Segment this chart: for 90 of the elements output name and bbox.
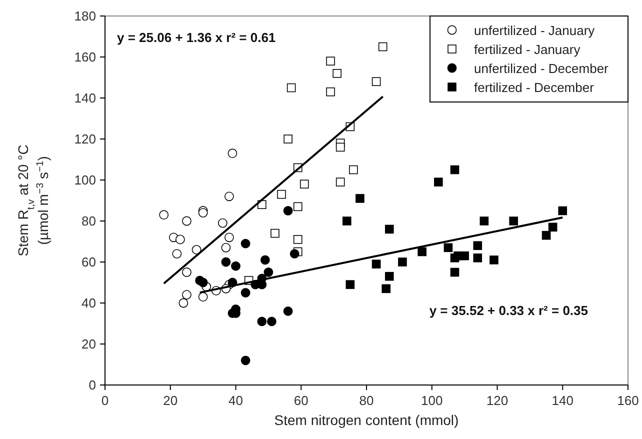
point — [182, 216, 192, 226]
point — [221, 257, 231, 267]
x-tick-label: 20 — [163, 393, 178, 408]
point — [224, 192, 234, 202]
x-tick-label: 80 — [359, 393, 374, 408]
point — [418, 247, 426, 256]
point — [300, 180, 309, 188]
legend-label: unfertilized - January — [474, 23, 596, 38]
point — [548, 222, 558, 232]
annotation: y = 35.52 + 0.33 x r² = 0.35 — [429, 303, 588, 318]
x-tick-label: 100 — [421, 393, 443, 408]
y-tick-label: 180 — [74, 8, 96, 24]
point — [182, 290, 192, 300]
y-tick-label: 60 — [82, 254, 96, 270]
point — [450, 268, 460, 277]
x-tick-label: 160 — [617, 393, 639, 408]
legend-label: fertilized - December — [474, 80, 595, 95]
x-tick-label: 0 — [101, 393, 109, 408]
point — [277, 190, 286, 199]
x-tick-label: 140 — [552, 393, 574, 408]
point — [182, 268, 192, 277]
point — [326, 87, 335, 96]
y-tick-label: 80 — [82, 214, 96, 228]
y-tick-label: 160 — [74, 50, 96, 64]
point — [444, 243, 453, 252]
point — [558, 206, 568, 216]
point — [473, 254, 482, 262]
point — [509, 216, 518, 226]
y-tick-label: 120 — [74, 132, 96, 146]
point — [332, 69, 342, 78]
point — [349, 165, 358, 174]
point — [192, 245, 202, 254]
legend-label: unfertilized - December — [474, 61, 610, 76]
point — [460, 251, 469, 260]
point — [159, 210, 169, 220]
point — [270, 228, 280, 238]
point — [198, 278, 208, 288]
x-tick-label: 120 — [486, 393, 508, 408]
annotation: y = 25.06 + 1.36 x r² = 0.61 — [117, 30, 276, 45]
point — [293, 202, 302, 212]
point — [542, 230, 551, 240]
point — [336, 178, 345, 186]
point — [283, 306, 293, 316]
point — [283, 206, 293, 216]
y-tick-label: 140 — [74, 90, 96, 106]
x-tick-label: 40 — [228, 393, 243, 408]
point — [221, 242, 231, 252]
y-tick-label: 40 — [82, 296, 96, 310]
point — [240, 288, 250, 298]
point — [346, 280, 355, 289]
point — [398, 258, 407, 266]
point — [175, 234, 185, 244]
x-axis-title: Stem nitrogen content (mmol) — [274, 412, 459, 428]
x-tick-label: 60 — [294, 393, 308, 408]
point — [231, 261, 240, 271]
point — [178, 298, 188, 308]
point — [473, 241, 482, 250]
point — [224, 232, 234, 242]
point — [384, 224, 394, 234]
y-tick-label: 0 — [88, 378, 96, 392]
y-tick-label: 20 — [82, 336, 96, 352]
point — [264, 268, 274, 277]
point — [198, 292, 208, 302]
point — [228, 148, 238, 158]
point — [372, 260, 381, 268]
point — [480, 216, 489, 226]
legend-label: fertilized - January — [474, 42, 581, 57]
point — [372, 77, 381, 86]
point — [240, 238, 250, 248]
point — [490, 256, 498, 264]
point — [450, 165, 460, 174]
point — [218, 218, 228, 228]
point — [172, 249, 182, 258]
point — [290, 249, 300, 258]
point — [267, 316, 276, 326]
point — [382, 284, 391, 294]
point — [384, 272, 394, 281]
point — [240, 356, 250, 366]
point — [356, 194, 364, 203]
point — [293, 235, 302, 244]
point — [257, 316, 267, 326]
point — [286, 83, 296, 92]
point — [284, 134, 292, 144]
point — [342, 216, 352, 226]
y-tick-label: 100 — [74, 172, 96, 188]
point — [336, 142, 345, 152]
point — [378, 42, 388, 52]
point — [260, 255, 270, 265]
point — [326, 56, 335, 66]
point — [434, 178, 443, 186]
